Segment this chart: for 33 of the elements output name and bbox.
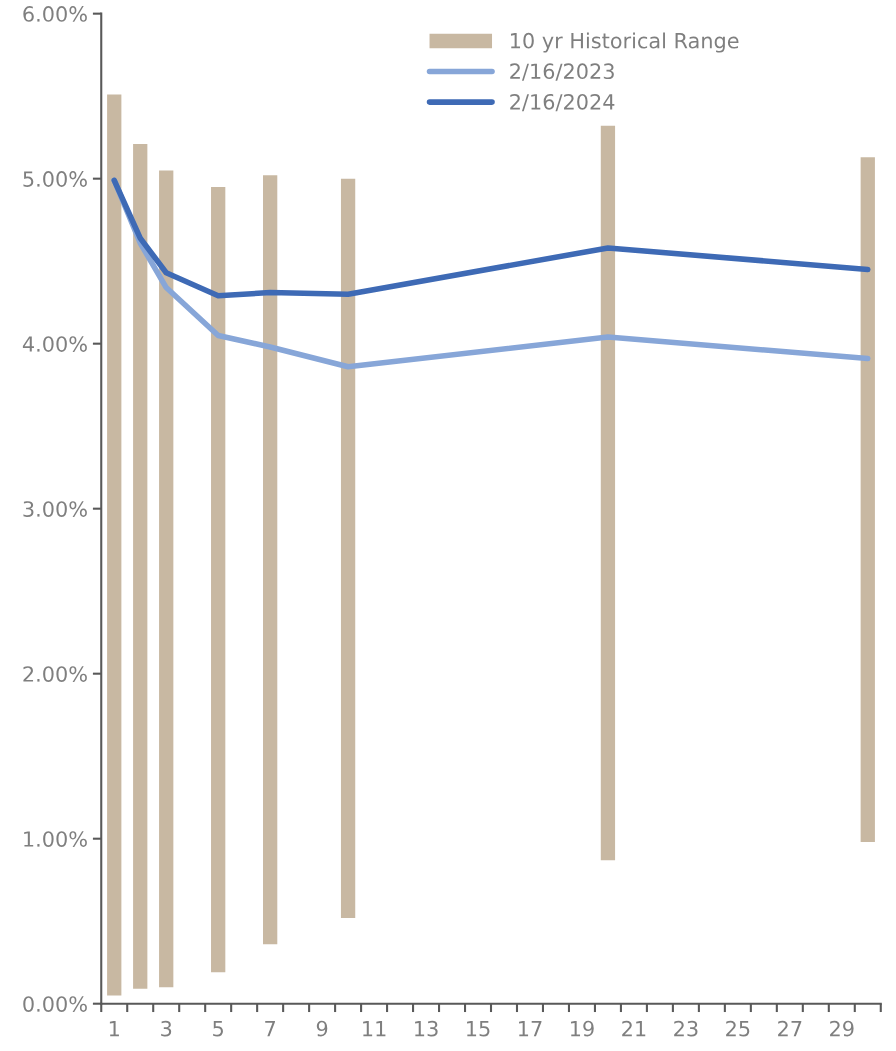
x-tick-label: 29 [830, 1020, 854, 1037]
bar [211, 186, 226, 973]
bar [107, 94, 122, 996]
x-tick-label: 11 [363, 1021, 386, 1037]
bar [600, 125, 616, 861]
bar [133, 144, 148, 989]
x-tick-label: 13 [415, 1020, 438, 1037]
y-tick-label: 5.00% [23, 171, 87, 187]
legend-label: 2/16/2024 [510, 93, 615, 112]
y-tick-label: 1.00% [24, 831, 87, 847]
x-tick-label: 25 [726, 1020, 750, 1037]
x-tick-label: 19 [570, 1020, 594, 1037]
x-tick-label: 21 [622, 1020, 646, 1037]
x-tick-label: 7 [265, 1021, 275, 1037]
x-tick-label: 9 [316, 1020, 328, 1037]
y-tick-label: 0.00% [23, 996, 87, 1012]
y-tick-label: 3.00% [23, 501, 87, 517]
x-tick-label: 17 [519, 1021, 542, 1037]
bar [263, 175, 278, 945]
bar [340, 178, 356, 918]
y-tick-label: 6.00% [23, 6, 87, 22]
x-tick-label: 27 [778, 1020, 802, 1037]
y-tick-label: 4.00% [22, 336, 87, 352]
x-tick-label: 23 [674, 1020, 698, 1037]
legend-label: 2/16/2023 [510, 63, 614, 81]
bar [159, 170, 174, 988]
x-tick-label: 1 [109, 1021, 119, 1037]
x-tick-label: 3 [161, 1020, 172, 1037]
legend-label: 10 yr Historical Range [510, 32, 739, 53]
x-tick-label: 5 [213, 1021, 223, 1037]
x-tick-label: 15 [467, 1021, 490, 1037]
bar [860, 157, 875, 842]
y-tick-label: 2.00% [23, 666, 87, 682]
